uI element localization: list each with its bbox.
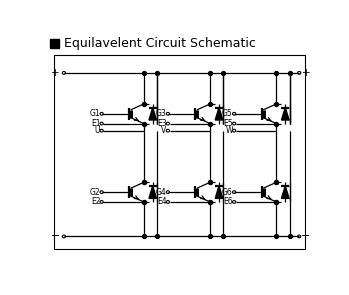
Text: G6: G6 xyxy=(222,188,233,197)
Text: G4: G4 xyxy=(156,188,166,197)
Text: E1: E1 xyxy=(91,119,100,128)
Polygon shape xyxy=(282,186,289,198)
Text: G1: G1 xyxy=(90,109,100,118)
Text: E2: E2 xyxy=(91,197,100,206)
Text: U: U xyxy=(95,126,100,135)
Text: −: − xyxy=(51,232,60,241)
Text: −: − xyxy=(301,232,311,241)
FancyBboxPatch shape xyxy=(54,55,305,249)
Text: E6: E6 xyxy=(223,197,233,206)
Text: G5: G5 xyxy=(222,109,233,118)
Text: E4: E4 xyxy=(157,197,166,206)
Polygon shape xyxy=(149,107,156,120)
Text: G2: G2 xyxy=(90,188,100,197)
Text: +: + xyxy=(302,68,310,78)
Text: E5: E5 xyxy=(223,119,233,128)
Polygon shape xyxy=(282,107,289,120)
Polygon shape xyxy=(149,186,156,198)
Text: V: V xyxy=(161,126,166,135)
Text: Equilavelent Circuit Schematic: Equilavelent Circuit Schematic xyxy=(64,37,256,50)
Text: W: W xyxy=(225,126,233,135)
Text: G3: G3 xyxy=(156,109,166,118)
Bar xyxy=(50,39,59,48)
Text: E3: E3 xyxy=(157,119,166,128)
Text: +: + xyxy=(51,68,60,78)
Polygon shape xyxy=(215,186,223,198)
Polygon shape xyxy=(215,107,223,120)
